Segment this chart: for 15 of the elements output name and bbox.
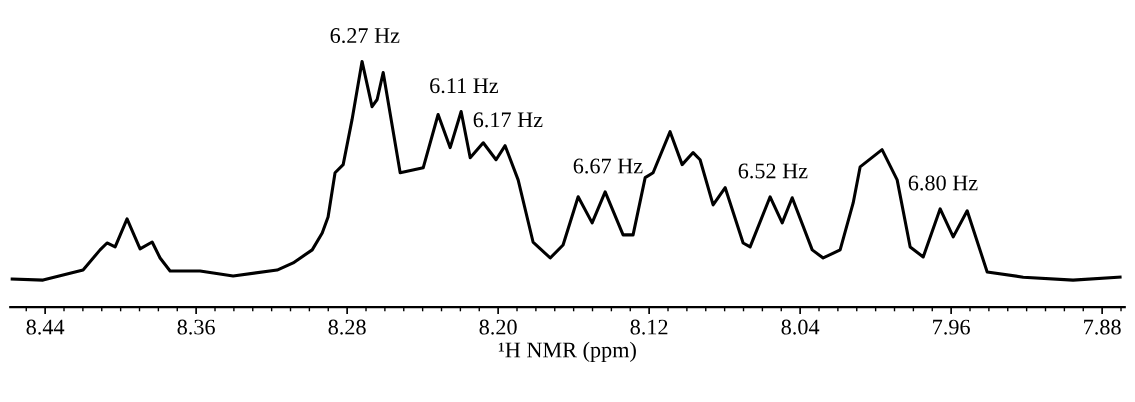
x-tick-label: 8.12 [630,319,668,335]
annotation: 6.27 Hz [330,28,400,44]
annotation: 6.17 Hz [473,112,543,128]
x-tick-label: 8.28 [328,319,366,335]
annotation: 6.80 Hz [908,175,978,191]
x-tick-label: 7.96 [933,319,970,335]
x-tick-label: 8.04 [781,319,820,335]
annotation: 6.11 Hz [430,78,499,94]
x-tick-label: 8.36 [177,319,215,335]
annotation: 6.52 Hz [738,163,808,179]
x-tick-label: 7.88 [1084,319,1121,335]
x-tick-label: 8.20 [479,319,517,335]
annotation: 6.67 Hz [573,158,643,174]
x-tick-label: 8.44 [26,319,65,335]
x-axis-title: ¹H NMR (ppm) [498,341,636,363]
